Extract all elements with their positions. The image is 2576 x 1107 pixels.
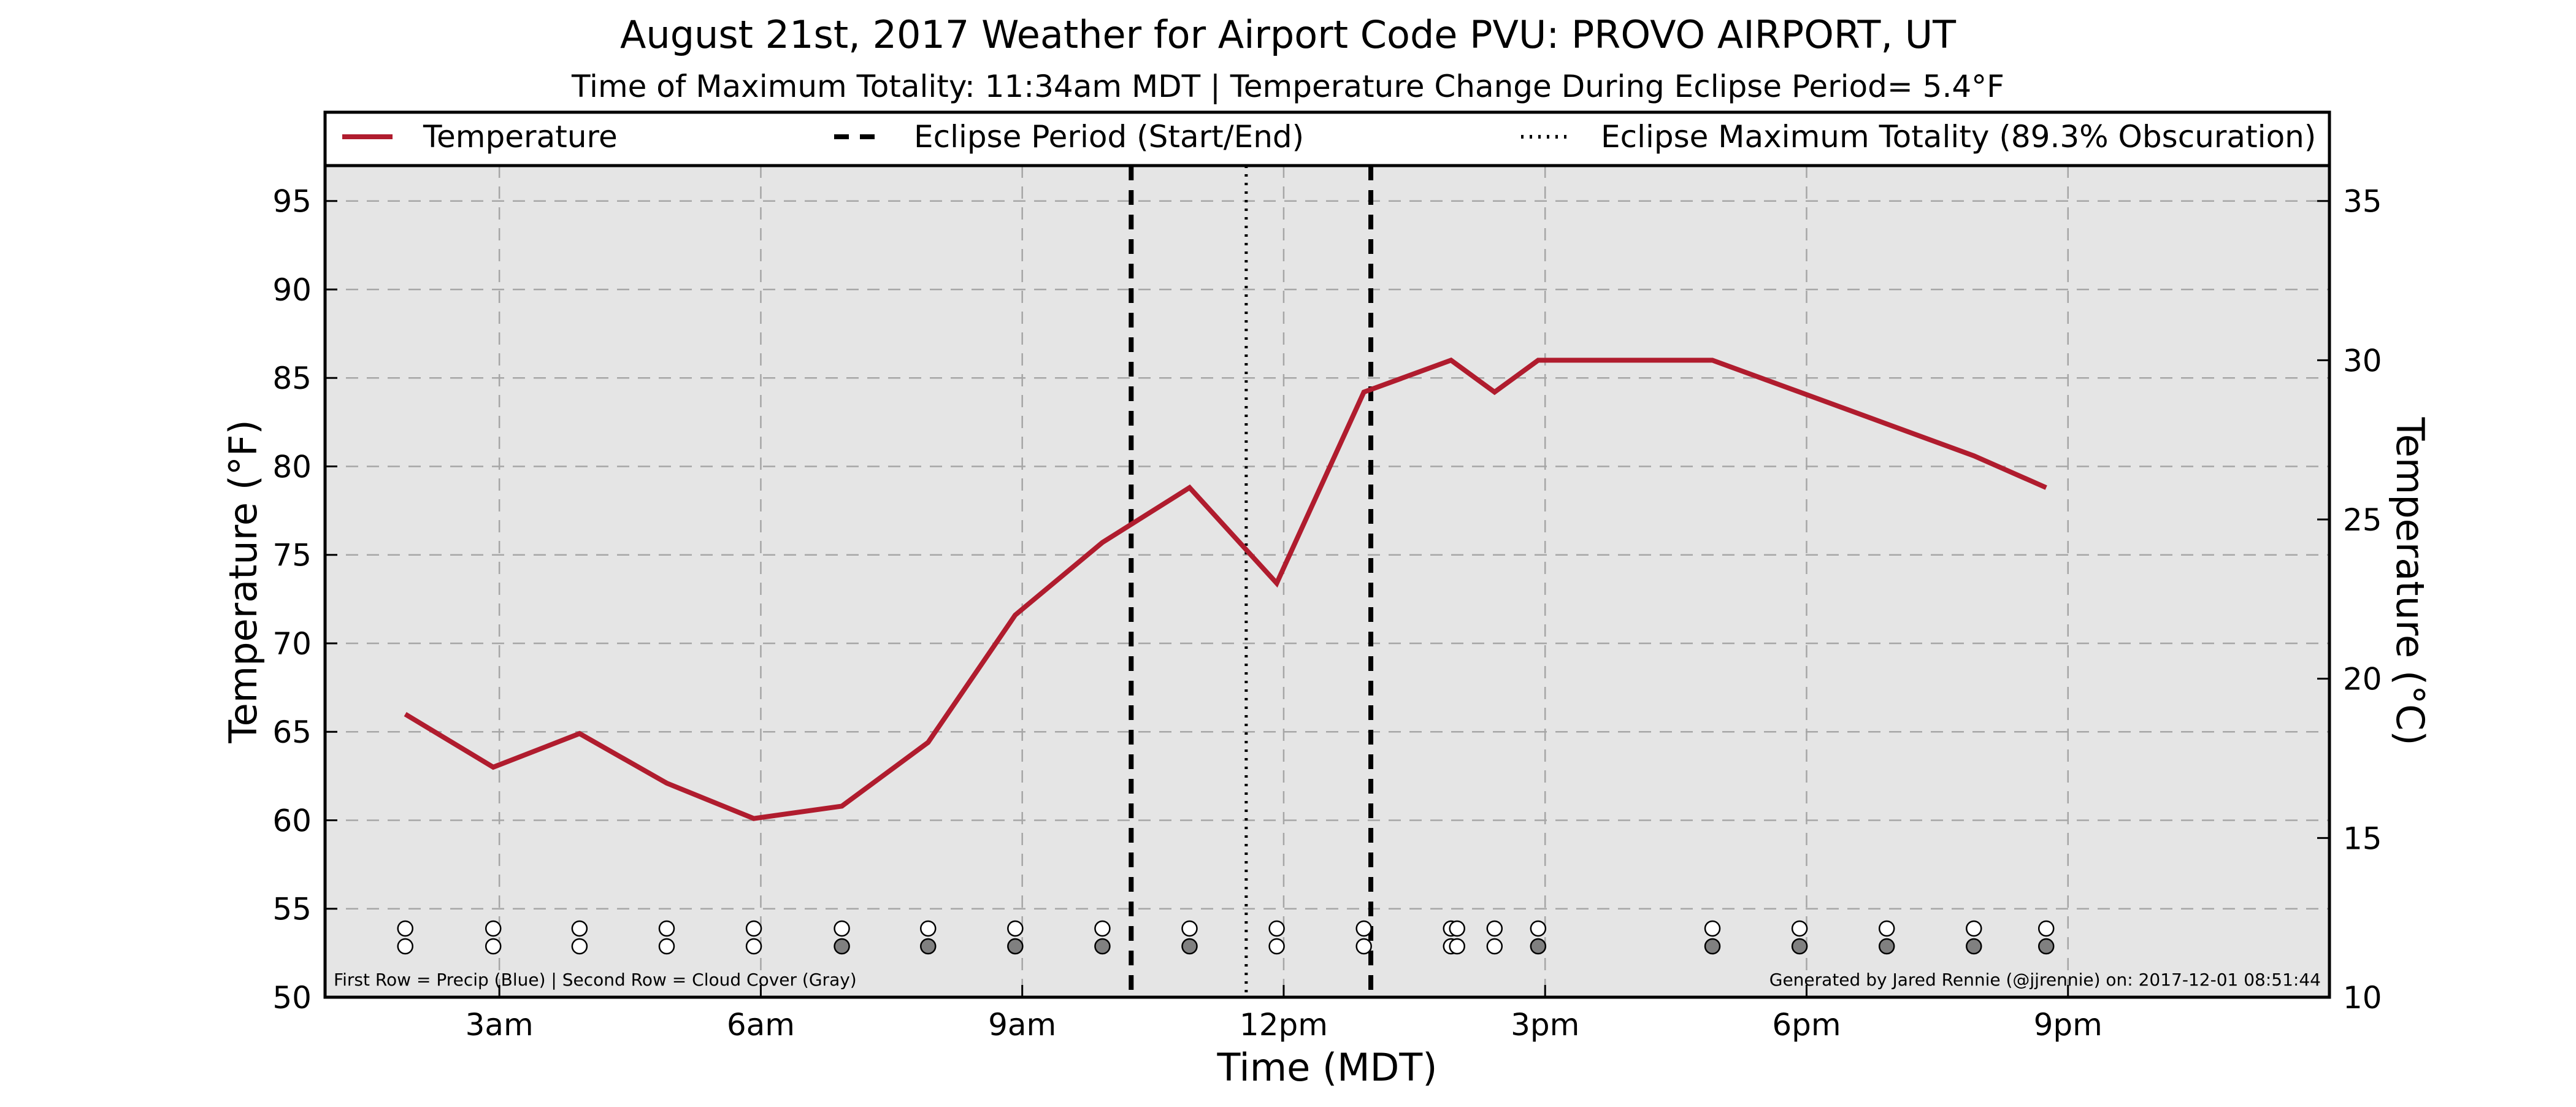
cloud-cover-marker xyxy=(2037,938,2055,955)
cloud-cover-marker xyxy=(1530,938,1547,955)
legend-label-eclipse-period: Eclipse Period (Start/End) xyxy=(914,119,1304,155)
y-right-tick-label: 15 xyxy=(2343,821,2382,856)
precip-marker xyxy=(1355,920,1372,937)
y-axis-label-right: Temperature (°C) xyxy=(2388,416,2432,745)
y-tick-label: 75 xyxy=(272,538,312,573)
y-tick-label: 95 xyxy=(272,184,312,220)
y-axis-right: 10 15 20 25 30 35 xyxy=(2317,184,2382,1016)
y-axis-label-left: Temperature (°F) xyxy=(221,419,266,743)
precip-marker xyxy=(1181,920,1198,937)
y-right-tick-label: 20 xyxy=(2343,662,2382,697)
y-right-tick-label: 35 xyxy=(2343,184,2382,220)
precip-marker xyxy=(571,920,588,937)
cloud-cover-marker xyxy=(485,938,502,955)
cloud-cover-marker xyxy=(834,938,850,955)
x-axis: 3am 6am 9am 12pm 3pm 6pm 9pm xyxy=(466,985,2103,1043)
x-tick-label: 9am xyxy=(988,1007,1056,1043)
chart-title: August 21st, 2017 Weather for Airport Co… xyxy=(620,12,1957,57)
plot-area xyxy=(325,166,2329,997)
cloud-cover-marker xyxy=(1966,938,1982,955)
cloud-cover-marker xyxy=(1094,938,1111,955)
eclipse-lines xyxy=(1129,166,1374,997)
x-tick-label: 3pm xyxy=(1511,1007,1579,1043)
cloud-cover-marker xyxy=(658,938,675,955)
footnote-right: Generated by Jared Rennie (@jjrennie) on… xyxy=(1769,970,2321,990)
y-tick-label: 50 xyxy=(272,980,312,1016)
x-tick-label: 6am xyxy=(727,1007,795,1043)
cloud-cover-marker xyxy=(1007,938,1024,955)
cloud-cover-marker xyxy=(1268,938,1285,955)
precip-marker xyxy=(1966,920,1982,937)
x-tick-label: 9pm xyxy=(2034,1007,2103,1043)
x-tick-label: 6pm xyxy=(1772,1007,1841,1043)
precip-marker xyxy=(1449,920,1465,937)
grid xyxy=(325,166,2329,997)
precip-marker xyxy=(1486,920,1503,937)
cloud-cover-marker xyxy=(1486,938,1503,955)
cloud-cover-marker xyxy=(1878,938,1895,955)
legend-label-temperature: Temperature xyxy=(423,119,618,155)
y-tick-label: 80 xyxy=(272,449,312,485)
chart-subtitle: Time of Maximum Totality: 11:34am MDT | … xyxy=(571,69,2004,104)
precip-marker xyxy=(397,920,413,937)
precip-marker xyxy=(1007,920,1024,937)
precip-marker xyxy=(1704,920,1721,937)
y-right-tick-label: 25 xyxy=(2343,502,2382,538)
footnote-left: First Row = Precip (Blue) | Second Row =… xyxy=(334,970,857,990)
cloud-cover-marker xyxy=(919,938,937,955)
y-right-tick-label: 30 xyxy=(2343,343,2382,378)
precip-marker xyxy=(1268,920,1285,937)
legend-box xyxy=(323,110,2331,167)
precip-marker xyxy=(2037,920,2055,937)
precip-marker xyxy=(919,920,937,937)
legend-label-eclipse-max: Eclipse Maximum Totality (89.3% Obscurat… xyxy=(1601,119,2316,155)
y-tick-label: 60 xyxy=(272,803,312,838)
temperature-line xyxy=(404,357,2047,821)
y-tick-label: 85 xyxy=(272,361,312,396)
cloud-cover-marker xyxy=(571,938,588,955)
cloud-cover-marker xyxy=(397,938,413,955)
cloud-cover-marker xyxy=(1355,938,1372,955)
y-tick-label: 90 xyxy=(272,272,312,308)
precip-marker xyxy=(658,920,675,937)
cloud-cover-marker xyxy=(1791,938,1808,955)
precip-marker xyxy=(834,920,850,937)
precip-marker xyxy=(485,920,502,937)
y-tick-label: 70 xyxy=(272,626,312,662)
y-tick-label: 65 xyxy=(272,714,312,750)
temperature-series xyxy=(404,357,2047,821)
y-axis-left: 50 55 60 65 70 75 80 85 90 95 xyxy=(272,184,337,1016)
cloud-cover-marker xyxy=(745,938,762,955)
precip-marker xyxy=(1791,920,1808,937)
precip-marker xyxy=(745,920,762,937)
x-tick-label: 12pm xyxy=(1240,1007,1328,1043)
precip-marker xyxy=(1530,920,1547,937)
cloud-cover-marker xyxy=(1181,938,1198,955)
y-tick-label: 55 xyxy=(272,892,312,927)
x-tick-label: 3am xyxy=(466,1007,534,1043)
weather-markers xyxy=(397,920,2055,955)
cloud-cover-marker xyxy=(1449,938,1465,955)
y-right-tick-label: 10 xyxy=(2343,980,2382,1016)
legend: Temperature Eclipse Period (Start/End) E… xyxy=(323,110,2331,167)
precip-marker xyxy=(1094,920,1111,937)
precip-marker xyxy=(1878,920,1895,937)
cloud-cover-marker xyxy=(1704,938,1721,955)
x-axis-label: Time (MDT) xyxy=(1217,1045,1438,1090)
